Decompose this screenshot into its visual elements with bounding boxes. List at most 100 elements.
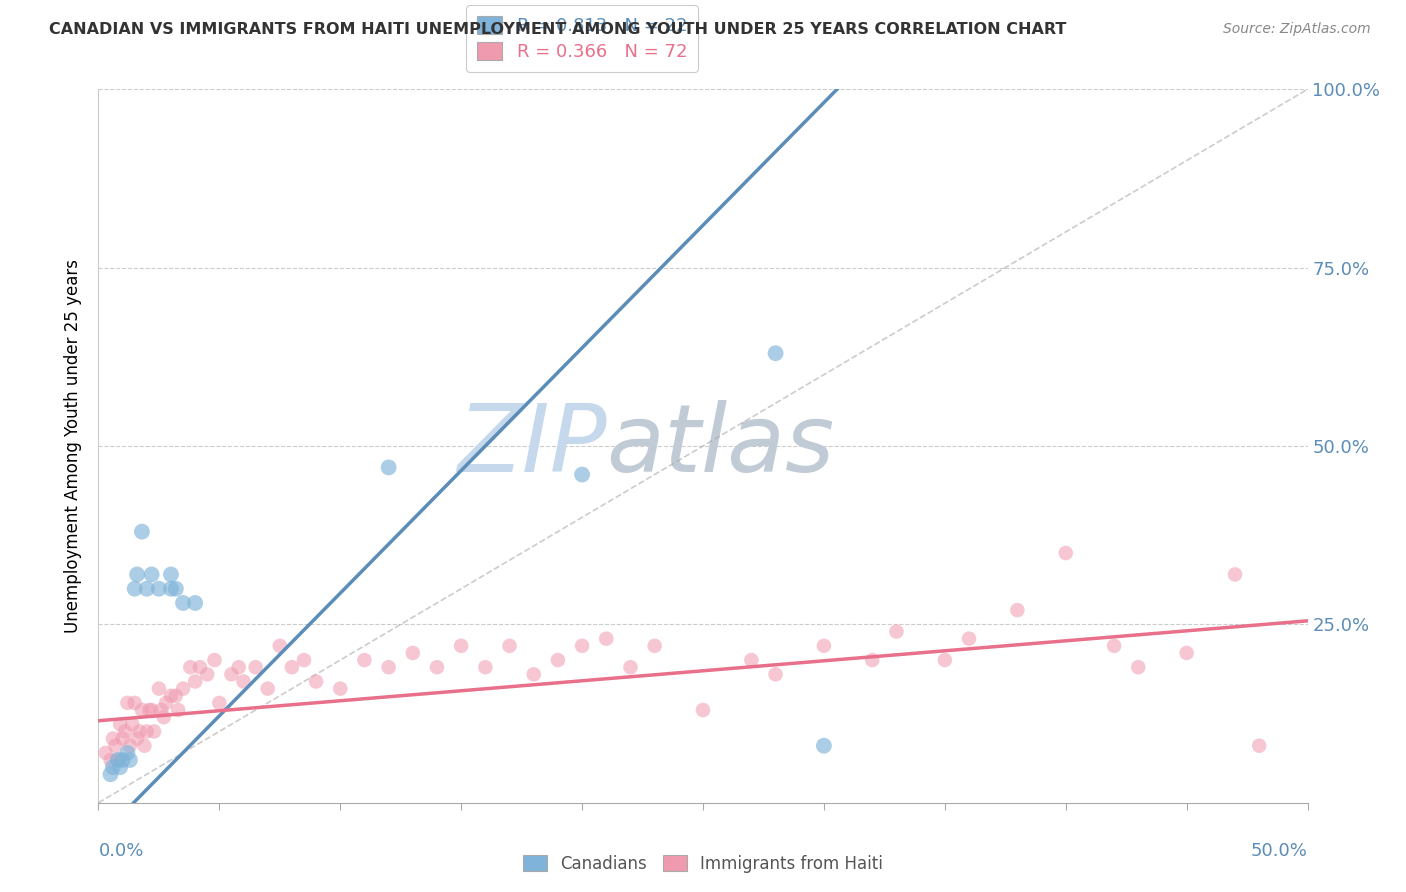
Point bbox=[934, 653, 956, 667]
Point bbox=[1128, 660, 1150, 674]
Point bbox=[547, 653, 569, 667]
Point bbox=[256, 681, 278, 696]
Point bbox=[886, 624, 908, 639]
Point bbox=[165, 582, 187, 596]
Point bbox=[184, 674, 207, 689]
Point bbox=[141, 703, 163, 717]
Point bbox=[111, 731, 134, 746]
Point bbox=[148, 681, 170, 696]
Point bbox=[305, 674, 328, 689]
Point bbox=[121, 717, 143, 731]
Point bbox=[128, 724, 150, 739]
Point bbox=[160, 689, 183, 703]
Point bbox=[353, 653, 375, 667]
Point bbox=[813, 739, 835, 753]
Y-axis label: Unemployment Among Youth under 25 years: Unemployment Among Youth under 25 years bbox=[65, 259, 83, 633]
Point bbox=[195, 667, 218, 681]
Point bbox=[94, 746, 117, 760]
Point bbox=[135, 724, 157, 739]
Point bbox=[232, 674, 254, 689]
Point bbox=[101, 731, 124, 746]
Point bbox=[1054, 546, 1077, 560]
Point bbox=[131, 524, 153, 539]
Point bbox=[165, 689, 187, 703]
Point bbox=[281, 660, 304, 674]
Point bbox=[150, 703, 173, 717]
Point bbox=[118, 753, 141, 767]
Point bbox=[208, 696, 231, 710]
Point bbox=[160, 567, 183, 582]
Point bbox=[765, 667, 787, 681]
Point bbox=[571, 467, 593, 482]
Legend: Canadians, Immigrants from Haiti: Canadians, Immigrants from Haiti bbox=[516, 848, 890, 880]
Point bbox=[135, 582, 157, 596]
Point bbox=[108, 717, 131, 731]
Point bbox=[124, 582, 146, 596]
Point bbox=[188, 660, 211, 674]
Point bbox=[131, 703, 153, 717]
Point bbox=[1175, 646, 1198, 660]
Point bbox=[141, 567, 163, 582]
Point bbox=[377, 460, 399, 475]
Point bbox=[740, 653, 762, 667]
Point bbox=[117, 746, 139, 760]
Point bbox=[377, 660, 399, 674]
Point bbox=[111, 753, 134, 767]
Point bbox=[118, 739, 141, 753]
Point bbox=[127, 731, 149, 746]
Point bbox=[100, 753, 122, 767]
Point bbox=[221, 667, 243, 681]
Point bbox=[127, 567, 149, 582]
Point bbox=[860, 653, 883, 667]
Point bbox=[450, 639, 472, 653]
Point bbox=[152, 710, 174, 724]
Point bbox=[644, 639, 666, 653]
Point bbox=[402, 646, 425, 660]
Point bbox=[204, 653, 226, 667]
Point bbox=[172, 681, 194, 696]
Point bbox=[426, 660, 449, 674]
Point bbox=[107, 753, 129, 767]
Point bbox=[101, 760, 124, 774]
Point bbox=[1007, 603, 1029, 617]
Text: 0.0%: 0.0% bbox=[98, 842, 143, 860]
Point bbox=[138, 703, 160, 717]
Point bbox=[765, 346, 787, 360]
Point bbox=[1249, 739, 1271, 753]
Text: atlas: atlas bbox=[606, 401, 835, 491]
Point bbox=[107, 753, 129, 767]
Point bbox=[117, 696, 139, 710]
Legend: R = 0.813   N = 22, R = 0.366   N = 72: R = 0.813 N = 22, R = 0.366 N = 72 bbox=[467, 5, 697, 72]
Point bbox=[523, 667, 546, 681]
Point bbox=[108, 760, 131, 774]
Point bbox=[498, 639, 520, 653]
Text: 50.0%: 50.0% bbox=[1251, 842, 1308, 860]
Point bbox=[571, 639, 593, 653]
Point bbox=[595, 632, 617, 646]
Point bbox=[1102, 639, 1125, 653]
Point bbox=[329, 681, 352, 696]
Text: ZIP: ZIP bbox=[457, 401, 606, 491]
Point bbox=[148, 582, 170, 596]
Point bbox=[1223, 567, 1246, 582]
Point bbox=[619, 660, 641, 674]
Point bbox=[160, 582, 183, 596]
Point bbox=[813, 639, 835, 653]
Point bbox=[143, 724, 166, 739]
Point bbox=[100, 767, 122, 781]
Point bbox=[179, 660, 201, 674]
Point bbox=[245, 660, 267, 674]
Text: CANADIAN VS IMMIGRANTS FROM HAITI UNEMPLOYMENT AMONG YOUTH UNDER 25 YEARS CORREL: CANADIAN VS IMMIGRANTS FROM HAITI UNEMPL… bbox=[49, 22, 1067, 37]
Point bbox=[269, 639, 291, 653]
Point bbox=[155, 696, 177, 710]
Text: Source: ZipAtlas.com: Source: ZipAtlas.com bbox=[1223, 22, 1371, 37]
Point bbox=[692, 703, 714, 717]
Point bbox=[104, 739, 127, 753]
Point bbox=[114, 724, 136, 739]
Point bbox=[228, 660, 250, 674]
Point bbox=[184, 596, 207, 610]
Point bbox=[167, 703, 190, 717]
Point bbox=[134, 739, 156, 753]
Point bbox=[957, 632, 980, 646]
Point bbox=[124, 696, 146, 710]
